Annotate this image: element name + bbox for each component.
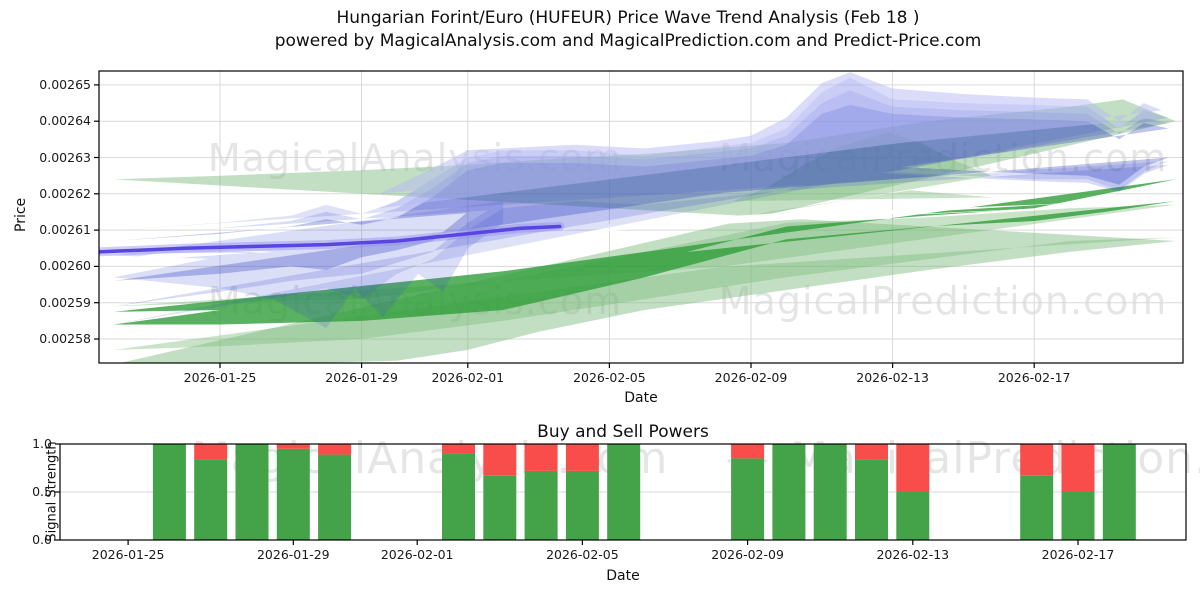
signal-xtick-2026-02-13: 2026-02-13 [876,547,950,562]
buy-bar-2026-01-29 [276,448,310,540]
watermark-prediction-row2: MagicalPrediction.com [718,279,1168,323]
price-ytick-0.00259: 0.00259 [39,294,91,310]
blue-band-mid [113,90,1169,307]
buy-bar-2026-01-30 [318,454,352,540]
price-ytick-0.00258: 0.00258 [39,331,91,346]
price-xtick-2026-02-13: 2026-02-13 [856,370,929,385]
signal-ytick-0.0: 0.0 [32,532,52,547]
trend-line [99,224,562,254]
signal-xtick-2026-02-17: 2026-02-17 [1041,547,1115,562]
signal-xaxis-label: Date [606,568,640,584]
signal-xtick-2026-01-29: 2026-01-29 [256,547,330,562]
sell-bar-2026-02-13 [896,444,930,492]
white-left-strip [99,244,274,264]
buy-bar-2026-02-13 [896,492,930,540]
buy-bar-2026-02-10 [772,444,806,540]
buy-bar-2026-02-03 [483,475,517,540]
price-axis-label: Price [13,197,29,232]
signal-xtick-2026-02-09: 2026-02-09 [711,547,784,562]
price-ytick-0.00264: 0.00264 [39,113,91,129]
buy-bar-2026-02-09 [731,458,765,540]
price-ytick-0.00262: 0.00262 [39,185,91,201]
sell-bar-2026-02-12 [855,444,888,460]
price-ytick-0.00261: 0.00261 [39,222,91,238]
price-xtick-2026-02-05: 2026-02-05 [573,370,646,385]
lavender-fringe [379,72,1162,209]
buy-bar-2026-01-28 [235,444,269,540]
signal-xtick-2026-01-25: 2026-01-25 [91,547,165,562]
price-xtick-2026-01-25: 2026-01-25 [183,370,257,385]
price-xtick-2026-02-01: 2026-02-01 [431,370,505,385]
signal-chart-title: Buy and Sell Powers [537,422,709,442]
sell-bar-2026-02-03 [483,444,517,476]
buy-bar-2026-02-04 [524,470,558,540]
sell-bar-2026-01-30 [318,444,352,455]
buy-bar-2026-02-18 [1102,444,1136,540]
price-plot-frame [98,70,1184,364]
price-xaxis-label: Date [624,390,658,406]
price-ytick-0.00260: 0.00260 [39,258,91,274]
buy-bar-2026-01-26 [152,444,186,540]
sell-bar-2026-02-04 [524,444,558,471]
white-slash-gap [485,201,1105,239]
sell-bar-2026-02-02 [442,444,475,454]
buy-bar-2026-02-12 [855,459,888,540]
green-dark-stripe [113,179,1176,325]
buy-bar-2026-02-02 [442,453,475,540]
price-ytick-0.00265: 0.00265 [39,76,91,92]
signal-tick-marks [55,443,1079,545]
green-mountain [733,132,992,220]
buy-bar-2026-02-11 [813,444,847,540]
chart-title-line1: Hungarian Forint/Euro (HUFEUR) Price Wav… [336,8,920,28]
sell-bar-2026-02-17 [1061,444,1095,492]
price-xtick-2026-02-17: 2026-02-17 [997,370,1071,385]
buy-bar-2026-01-27 [194,459,228,540]
buy-bar-2026-02-16 [1020,475,1054,540]
signal-xtick-2026-02-01: 2026-02-01 [380,547,454,562]
buy-bar-2026-02-17 [1061,492,1095,540]
price-xtick-2026-02-09: 2026-02-09 [714,370,788,385]
sell-bar-2026-01-27 [194,444,228,460]
sell-bar-2026-02-09 [731,444,765,459]
buy-bar-2026-02-05 [565,470,599,540]
chart-title-line2: powered by MagicalAnalysis.com and Magic… [274,31,982,51]
buy-bar-2026-02-06 [607,444,641,540]
signal-ytick-1.0: 1.0 [32,436,52,451]
price-wave-bands [99,72,1176,363]
price-tick-marks [94,84,1035,368]
green-outer-band [113,99,1176,363]
price-xtick-2026-01-29: 2026-01-29 [325,370,398,385]
sell-bar-2026-02-05 [565,444,599,471]
sell-bar-2026-01-29 [276,444,310,449]
signal-bars [152,444,1136,540]
price-ytick-0.00263: 0.00263 [39,149,91,165]
signal-ytick-0.5: 0.5 [32,484,52,499]
signal-xtick-2026-02-05: 2026-02-05 [546,547,619,562]
blue-band-core [113,104,1169,281]
sell-bar-2026-02-16 [1020,444,1054,476]
blue-zigzag-wedge [113,201,504,329]
